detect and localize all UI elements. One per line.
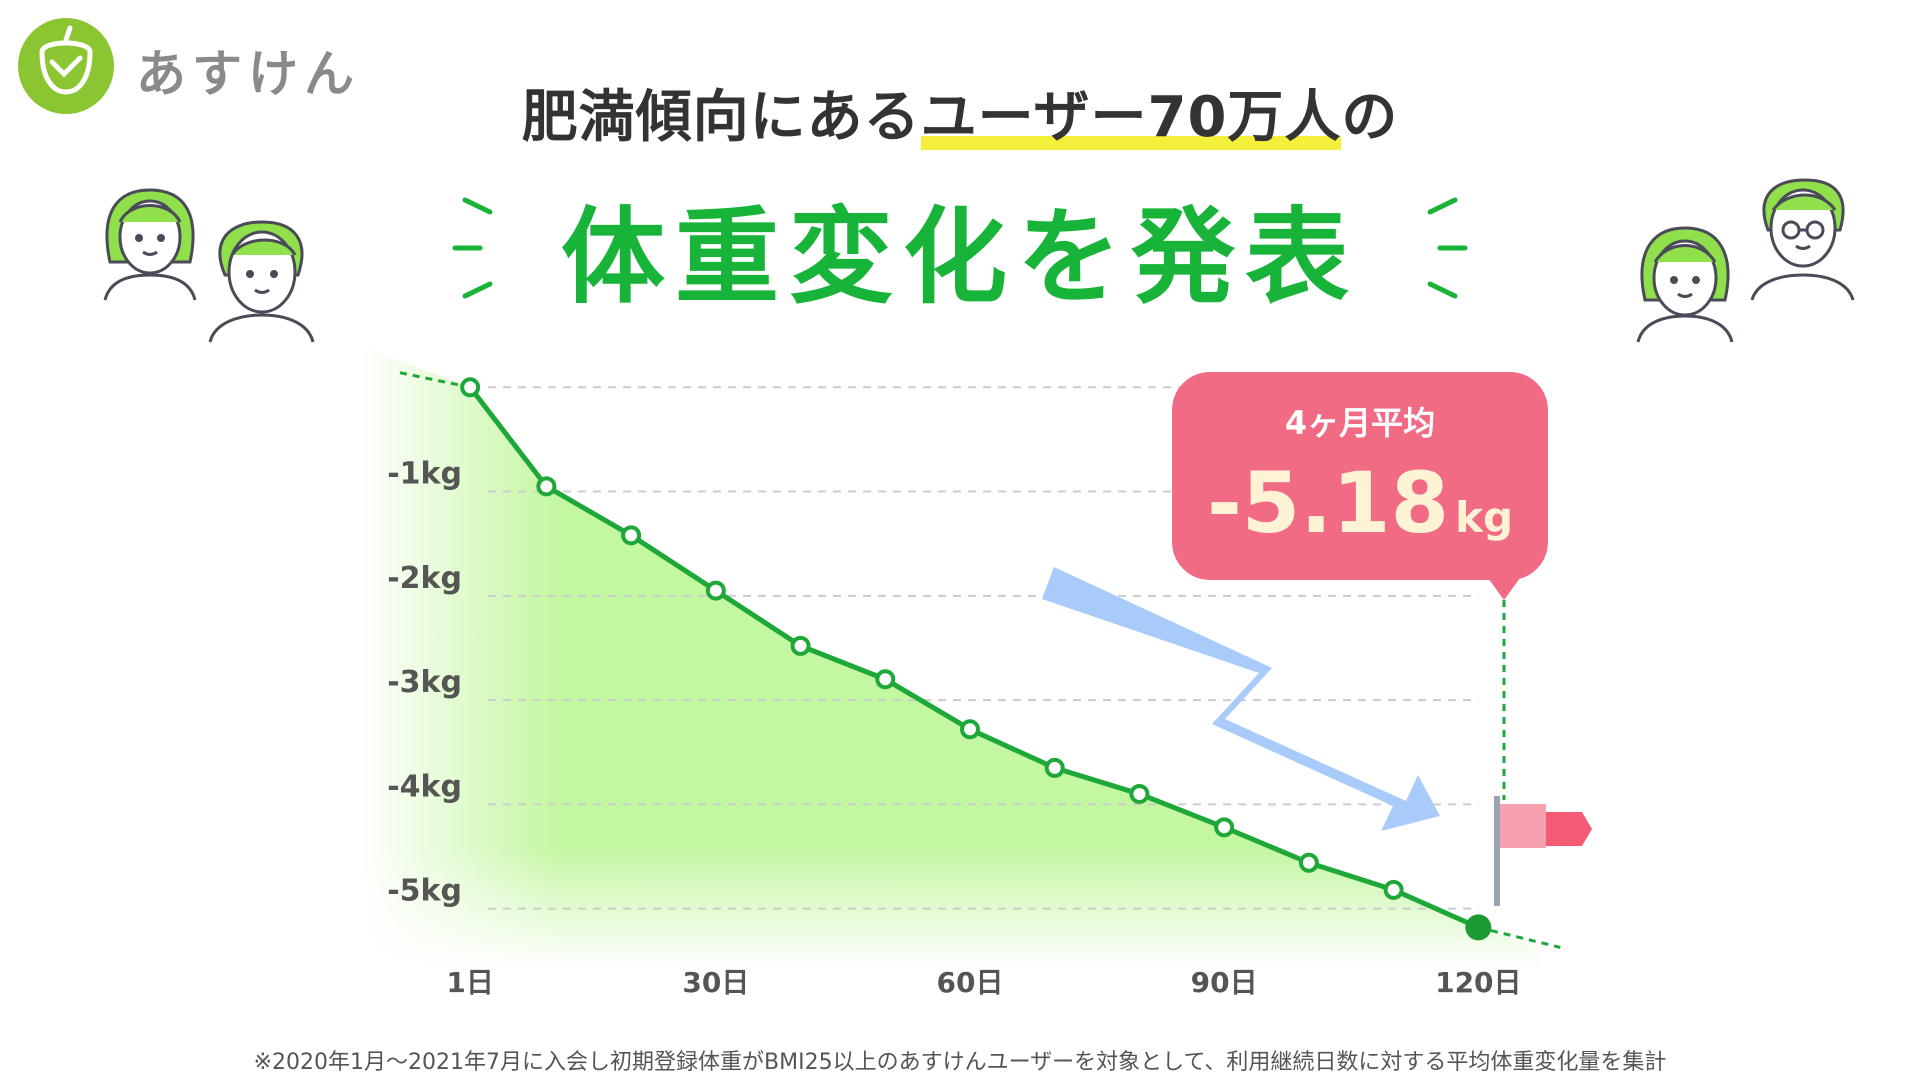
x-tick-label: 60日: [937, 966, 1004, 999]
data-point: [1044, 757, 1065, 778]
x-tick-label: 30日: [682, 966, 749, 999]
trend-arrow-icon: [1042, 567, 1440, 831]
y-tick-label: -4kg: [387, 769, 462, 804]
woman-illustration-right: [1636, 226, 1734, 343]
headline-pre: 肥満傾向にある: [521, 85, 921, 150]
goal-flag-icon: [1494, 796, 1592, 906]
line-extension-end: [1477, 925, 1561, 949]
data-point: [705, 580, 726, 601]
area-fade: [360, 846, 1539, 968]
headline-post: の: [1341, 85, 1399, 150]
data-point: [960, 719, 980, 740]
callout-label: 4ヶ月平均: [1284, 404, 1436, 442]
data-point: [536, 476, 557, 497]
callout-value: -5.18 kg: [1172, 454, 1548, 552]
brand-logo: あすけん: [22, 22, 360, 118]
data-point: [1383, 879, 1404, 900]
man-with-glasses-illustration-right: [1750, 178, 1855, 301]
y-tick-label: -2kg: [387, 561, 462, 596]
chart-points: [460, 377, 1492, 941]
brand-name: あすけん: [136, 45, 360, 103]
chart-extension-lines: [399, 371, 1561, 949]
data-point: [790, 635, 811, 656]
callout-value-number: -5.18: [1206, 454, 1450, 552]
final-data-point: [1465, 914, 1492, 941]
y-tick-label: -5kg: [387, 874, 462, 909]
y-tick-label: -3kg: [387, 665, 462, 700]
main-heading: 体重変化を発表: [560, 196, 1359, 318]
headline: 肥満傾向にあるユーザー70万人の: [0, 72, 1920, 153]
data-point: [1129, 783, 1150, 804]
footnote: ※2020年1月〜2021年7月に入会し初期登録体重がBMI25以上のあすけんユ…: [253, 1050, 1667, 1075]
x-tick-label: 120日: [1435, 966, 1521, 999]
data-point: [621, 525, 642, 546]
data-point: [460, 377, 481, 398]
average-callout: [1172, 372, 1548, 800]
data-point: [875, 669, 896, 690]
chart-y-ticks: -1kg -2kg -3kg -4kg -5kg: [387, 457, 462, 909]
brand-logo-icon: [18, 18, 114, 114]
data-point: [1214, 817, 1235, 838]
headline-highlight: ユーザー70万人: [920, 85, 1342, 150]
area-fill-shape: [360, 346, 1539, 966]
x-tick-label: 1日: [446, 966, 493, 999]
chart-area-fill: [360, 346, 1539, 968]
sparkle-decoration-right: [1427, 197, 1468, 299]
x-tick-label: 90日: [1191, 966, 1258, 999]
data-point: [1298, 852, 1319, 873]
sparkle-decoration-left: [452, 197, 493, 299]
woman-illustration-left: [103, 188, 197, 301]
callout-value-unit: kg: [1455, 493, 1514, 542]
chart-x-ticks: 1日 30日 60日 90日 120日: [446, 966, 1521, 999]
y-tick-label: -1kg: [387, 457, 462, 492]
man-illustration-left: [208, 220, 315, 343]
